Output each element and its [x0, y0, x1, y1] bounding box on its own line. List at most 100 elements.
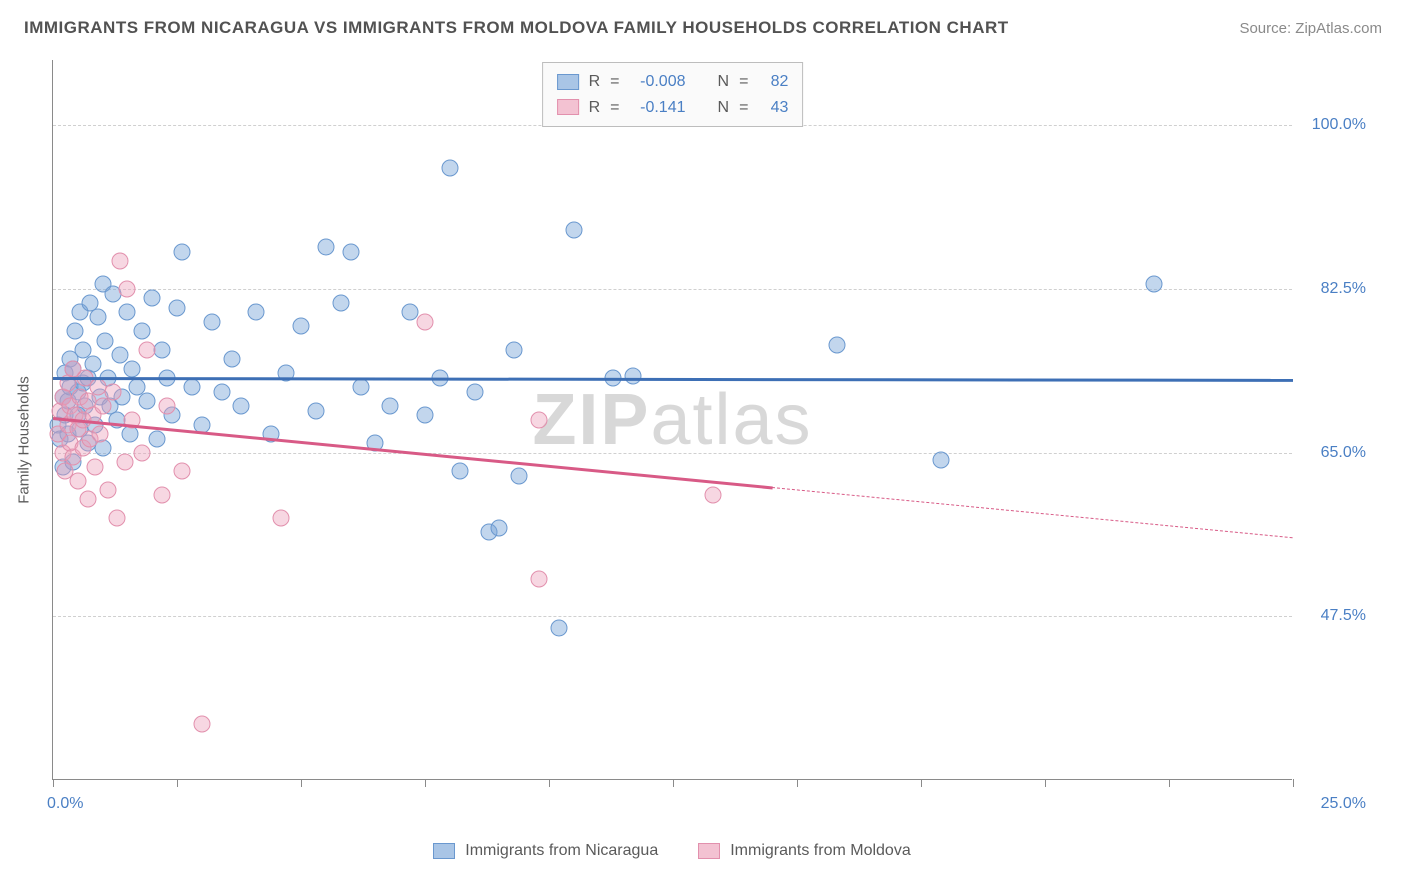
plot-area: ZIPatlas 47.5%65.0%82.5%100.0%0.0%25.0%R… [52, 60, 1292, 780]
scatter-point [531, 570, 548, 587]
scatter-point [273, 510, 290, 527]
scatter-point [97, 332, 114, 349]
legend-r-label: R [589, 95, 601, 121]
legend-n-value: 43 [758, 95, 788, 121]
scatter-point [154, 486, 171, 503]
legend-bottom: Immigrants from Nicaragua Immigrants from… [52, 842, 1292, 860]
scatter-point [183, 379, 200, 396]
scatter-point [144, 290, 161, 307]
scatter-point [89, 309, 106, 326]
legend-swatch [433, 843, 455, 859]
equals-sign: = [610, 95, 619, 121]
scatter-point [109, 510, 126, 527]
chart-title: IMMIGRANTS FROM NICARAGUA VS IMMIGRANTS … [24, 18, 1009, 38]
source-label: Source: ZipAtlas.com [1239, 20, 1382, 37]
equals-sign: = [739, 69, 748, 95]
legend-r-label: R [589, 69, 601, 95]
scatter-point [213, 383, 230, 400]
scatter-point [69, 472, 86, 489]
equals-sign: = [610, 69, 619, 95]
x-tick [301, 779, 302, 787]
scatter-point [466, 383, 483, 400]
gridline [53, 616, 1292, 617]
equals-sign: = [739, 95, 748, 121]
scatter-point [352, 379, 369, 396]
scatter-point [67, 323, 84, 340]
gridline [53, 289, 1292, 290]
scatter-point [94, 397, 111, 414]
scatter-point [531, 412, 548, 429]
scatter-point [332, 295, 349, 312]
scatter-point [149, 430, 166, 447]
scatter-point [193, 715, 210, 732]
y-tick-label: 65.0% [1302, 444, 1366, 462]
legend-n-label: N [718, 69, 730, 95]
scatter-point [173, 463, 190, 480]
title-bar: IMMIGRANTS FROM NICARAGUA VS IMMIGRANTS … [0, 0, 1406, 46]
scatter-point [550, 619, 567, 636]
legend-r-value: -0.141 [630, 95, 686, 121]
scatter-point [704, 486, 721, 503]
scatter-point [491, 519, 508, 536]
scatter-point [248, 304, 265, 321]
scatter-point [154, 341, 171, 358]
x-min-label: 0.0% [47, 795, 83, 813]
scatter-point [111, 253, 128, 270]
scatter-point [111, 346, 128, 363]
scatter-point [139, 341, 156, 358]
scatter-point [932, 452, 949, 469]
x-tick [53, 779, 54, 787]
scatter-point [828, 337, 845, 354]
x-tick [549, 779, 550, 787]
x-tick [1293, 779, 1294, 787]
scatter-point [79, 491, 96, 508]
scatter-point [134, 323, 151, 340]
scatter-point [417, 407, 434, 424]
scatter-point [134, 444, 151, 461]
scatter-point [87, 458, 104, 475]
scatter-point [565, 222, 582, 239]
trend-line [772, 487, 1293, 538]
scatter-point [104, 383, 121, 400]
x-tick [797, 779, 798, 787]
scatter-point [173, 243, 190, 260]
scatter-point [169, 299, 186, 316]
scatter-point [119, 281, 136, 298]
gridline [53, 453, 1292, 454]
scatter-point [1146, 276, 1163, 293]
x-tick [673, 779, 674, 787]
legend-r-value: -0.008 [630, 69, 686, 95]
scatter-point [441, 159, 458, 176]
legend-label: Immigrants from Nicaragua [465, 842, 658, 860]
scatter-point [124, 360, 141, 377]
x-tick [425, 779, 426, 787]
scatter-point [159, 397, 176, 414]
scatter-point [317, 239, 334, 256]
legend-n-value: 82 [758, 69, 788, 95]
x-tick [177, 779, 178, 787]
scatter-point [119, 304, 136, 321]
scatter-point [223, 351, 240, 368]
x-tick [1045, 779, 1046, 787]
legend-row: R = -0.008 N = 82 [557, 69, 789, 95]
legend-swatch [698, 843, 720, 859]
scatter-point [116, 454, 133, 471]
y-tick-label: 47.5% [1302, 607, 1366, 625]
scatter-point [382, 397, 399, 414]
chart-container: Family Households ZIPatlas 47.5%65.0%82.… [52, 60, 1372, 820]
legend-label: Immigrants from Moldova [730, 842, 911, 860]
scatter-point [203, 313, 220, 330]
trend-line [53, 377, 1293, 381]
legend-swatch [557, 99, 579, 115]
y-tick-label: 82.5% [1302, 280, 1366, 298]
legend-n-label: N [718, 95, 730, 121]
y-tick-label: 100.0% [1302, 116, 1366, 134]
scatter-point [342, 243, 359, 260]
watermark: ZIPatlas [532, 379, 812, 461]
legend-swatch [557, 74, 579, 90]
scatter-point [417, 313, 434, 330]
scatter-point [99, 482, 116, 499]
x-max-label: 25.0% [1321, 795, 1366, 813]
scatter-point [625, 368, 642, 385]
scatter-point [511, 468, 528, 485]
